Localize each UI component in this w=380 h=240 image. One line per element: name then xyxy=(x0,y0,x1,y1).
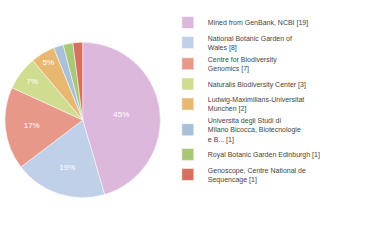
svg-text:17%: 17% xyxy=(24,121,40,130)
svg-text:19%: 19% xyxy=(59,163,75,172)
svg-text:45%: 45% xyxy=(113,110,129,119)
svg-text:5%: 5% xyxy=(42,58,54,67)
svg-text:Mined from GenBank, NCBI [19]: Mined from GenBank, NCBI [19] xyxy=(208,19,308,27)
svg-text:Royal Botanic Garden Edinburgh: Royal Botanic Garden Edinburgh [1] xyxy=(208,151,320,159)
svg-text:Naturalis Biodiversity Center: Naturalis Biodiversity Center [3] xyxy=(208,81,306,89)
svg-text:National Botanic Garden ofWale: National Botanic Garden ofWales [8] xyxy=(208,35,292,52)
svg-text:Ludwig-Maximilians-Universitat: Ludwig-Maximilians-UniversitatMunchen [2… xyxy=(208,96,305,113)
svg-text:Universita degli Studi diMilan: Universita degli Studi diMilano Bicocca,… xyxy=(208,117,301,143)
svg-text:7%: 7% xyxy=(26,77,38,86)
svg-text:Genoscope, Centre National deS: Genoscope, Centre National deSequencage … xyxy=(208,167,306,184)
svg-text:Centre for BiodiversityGenomic: Centre for BiodiversityGenomics [7] xyxy=(208,56,277,73)
